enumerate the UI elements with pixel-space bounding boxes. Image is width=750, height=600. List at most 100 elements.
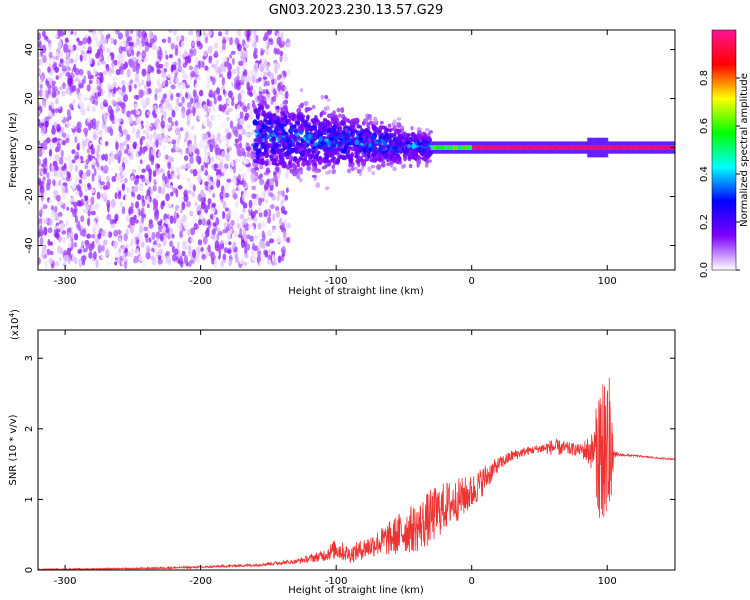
heatmap-cell [232,178,237,186]
heatmap-cell [168,103,173,111]
heatmap-cell [224,110,229,115]
heatmap-cell [50,244,55,251]
heatmap-cell [246,146,252,152]
heatmap-cell [242,202,248,209]
heatmap-cell [392,148,396,155]
heatmap-cell [175,188,179,198]
heatmap-cell [286,222,291,229]
heatmap-cell [338,129,343,133]
heatmap-cell [334,140,339,144]
heatmap-cell [63,45,67,54]
heatmap-cell [149,140,154,146]
heatmap-cell [50,164,55,174]
heatmap-cell [197,239,203,246]
heatmap-cell [179,127,184,132]
heatmap-cell [175,143,181,152]
heatmap-cell [106,54,112,63]
heatmap-cell [407,133,411,137]
heatmap-cell [284,90,289,100]
heatmap-cell [67,240,72,249]
heatmap-cell [218,31,223,37]
heatmap-cell [260,253,266,261]
heatmap-cell [378,125,384,130]
heatmap-cell [181,40,185,50]
heatmap-cell [289,133,294,139]
heatmap-cell [355,158,360,164]
heatmap-cell [51,80,56,86]
heatmap-cell [175,127,181,132]
heatmap-cell [82,208,87,214]
heatmap-cell [235,143,240,150]
heatmap-cell [149,134,153,141]
heatmap-cell [378,145,383,152]
heatmap-cell [319,111,324,117]
heatmap-cell [87,52,91,58]
heatmap-cell [162,50,166,56]
heatmap-cell [282,105,288,109]
heatmap-cell [223,247,228,254]
heatmap-cell [277,255,282,264]
heatmap-cell [141,68,147,77]
heatmap-cell [346,149,351,154]
heatmap-cell [165,54,169,60]
heatmap-cell [259,197,265,203]
heatmap-cell [178,132,182,140]
heatmap-cell [117,53,123,62]
heatmap-cell [124,244,129,249]
heatmap-cell [65,153,71,162]
heatmap-cell [62,236,66,244]
heatmap-cell [46,101,52,106]
heatmap-cell [333,114,339,120]
heatmap-cell [412,151,418,157]
heatmap-cell [111,175,117,183]
heatmap-cell [57,101,61,110]
heatmap-cell [85,101,91,109]
heatmap-cell [92,134,97,141]
heatmap-cell [227,90,233,99]
heatmap-cell [59,126,65,134]
heatmap-cell [244,211,250,217]
colorbar-label: Normalized spectral amplitude [739,73,750,227]
heatmap-cell [90,188,95,194]
heatmap-cell [62,170,67,179]
heatmap-cell [309,126,315,131]
heatmap-cell [339,140,343,146]
heatmap-cell [66,51,70,59]
heatmap-cell [271,261,277,266]
heatmap-cell [47,86,51,95]
heatmap-cell [246,216,251,222]
heatmap-cell [123,178,129,183]
heatmap-cell [265,80,270,86]
heatmap-cell [145,132,150,141]
heatmap-cell [258,91,263,95]
snr-y-axis-label: SNR (10 * v/v) [8,414,19,485]
heatmap-cell [180,165,185,170]
heatmap-cell [40,122,45,127]
heatmap-cell [76,143,80,151]
heatmap-cell [75,52,79,61]
heatmap-cell [224,61,229,68]
heatmap-cell [216,66,222,74]
heatmap-cell [165,193,170,202]
heatmap-cell [126,143,130,151]
heatmap-cell [131,50,135,56]
heatmap-cell [175,92,181,98]
heatmap-cell [171,64,177,71]
heatmap-cell [74,214,78,224]
heatmap-cell [107,231,113,238]
heatmap-cell [324,94,329,100]
heatmap-cell [100,192,104,200]
heatmap-cell [113,38,117,46]
heatmap-cell [308,133,312,140]
heatmap-cell [47,111,53,117]
heatmap-cell [61,192,66,200]
heatmap-cell [140,97,146,106]
heatmap-cell [133,103,138,109]
heatmap-cell [252,88,256,96]
heatmap-cell [96,161,100,168]
heatmap-cell [50,205,55,211]
heatmap-cell [170,191,174,197]
heatmap-cell [254,171,259,176]
heatmap-cell [234,251,239,261]
